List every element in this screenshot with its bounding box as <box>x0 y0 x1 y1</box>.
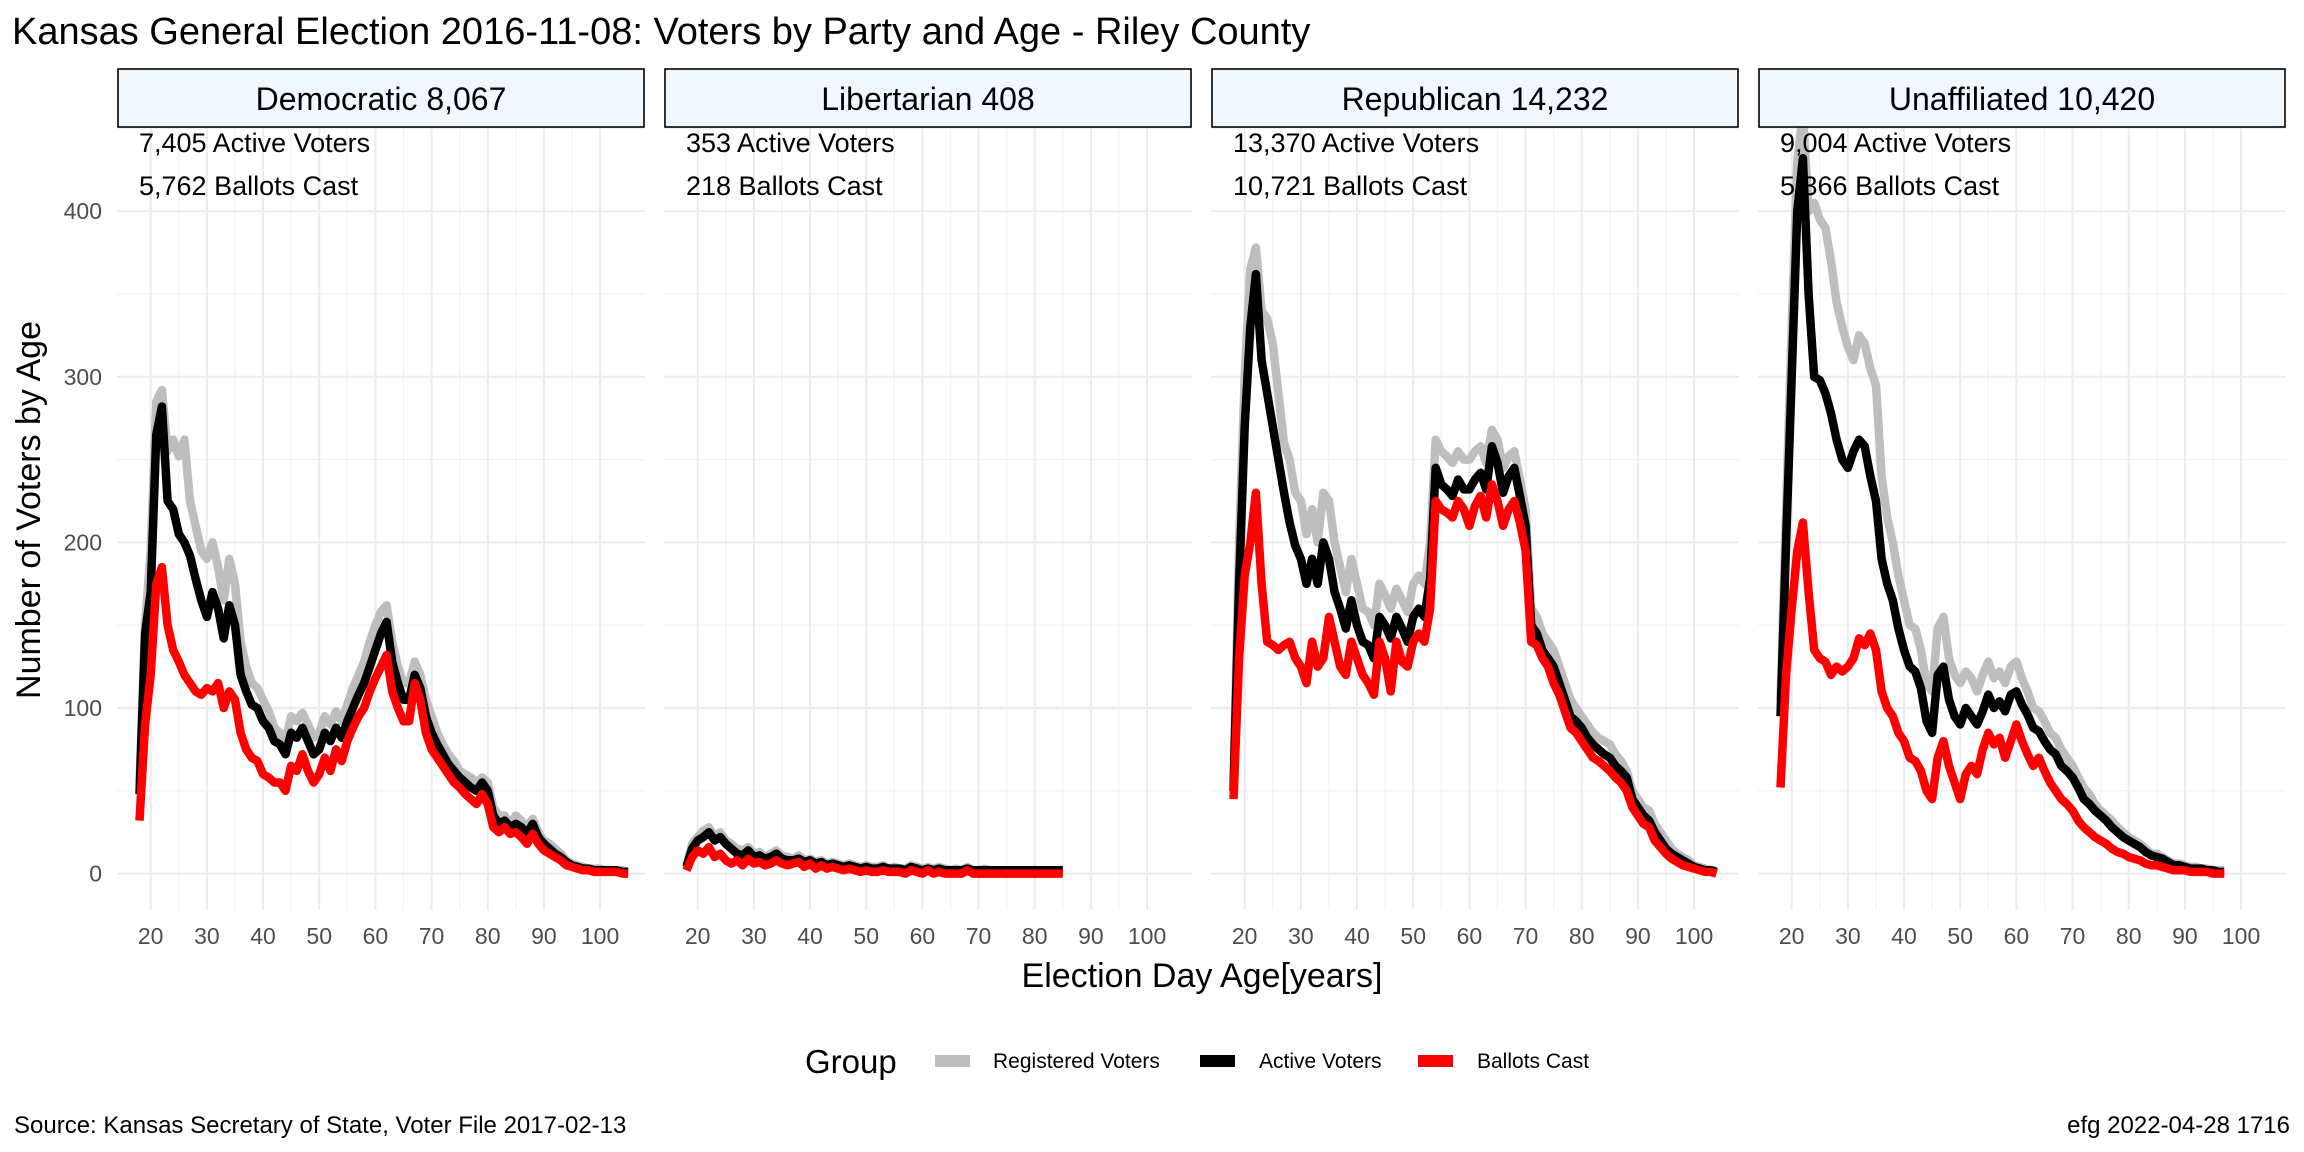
x-tick-label: 80 <box>2116 923 2142 949</box>
x-tick-label: 20 <box>1779 923 1805 949</box>
panel-annotation: 13,370 Active Voters <box>1233 128 1479 158</box>
x-tick-label: 30 <box>1835 923 1861 949</box>
facet-panel: 20 30 40 50 60 70 80 90 100 Libertarian 408 353 Ac… <box>664 68 1192 949</box>
x-tick-label: 90 <box>2172 923 2198 949</box>
facet-panels: 20 30 40 50 60 70 80 90 100 Democratic 8,067 7,405… <box>117 68 2286 949</box>
x-tick-label: 50 <box>306 923 332 949</box>
panel-annotation: 353 Active Voters <box>686 128 895 158</box>
x-tick-label: 80 <box>1569 923 1595 949</box>
series-line-registered <box>1229 243 1717 875</box>
facet-strip <box>1211 68 1739 128</box>
legend-label-active: Active Voters <box>1259 1050 1382 1073</box>
y-tick-label: 300 <box>64 364 102 390</box>
series-line-active <box>1776 153 2225 877</box>
x-tick-label: 70 <box>419 923 445 949</box>
chart-title: Kansas General Election 2016-11-08: Vote… <box>12 11 1310 53</box>
x-tick-label: 70 <box>966 923 992 949</box>
x-tick-label: 40 <box>1344 923 1370 949</box>
facet-strip-label: Libertarian 408 <box>821 81 1034 117</box>
x-tick-label: 50 <box>1947 923 1973 949</box>
facet-strip <box>1758 68 2286 128</box>
series-line-ballots <box>135 562 629 878</box>
x-tick-label: 60 <box>2004 923 2030 949</box>
x-tick-label: 90 <box>1078 923 1104 949</box>
x-tick-label: 70 <box>1513 923 1539 949</box>
x-tick-label: 20 <box>685 923 711 949</box>
y-tick-label: 400 <box>64 198 102 224</box>
x-tick-label: 60 <box>1457 923 1483 949</box>
x-tick-label: 80 <box>475 923 501 949</box>
x-tick-label: 100 <box>581 923 619 949</box>
series-line-ballots <box>1229 480 1718 878</box>
y-tick-label: 200 <box>64 529 102 555</box>
x-tick-label: 90 <box>1625 923 1651 949</box>
x-tick-label: 70 <box>2060 923 2086 949</box>
x-tick-label: 100 <box>1675 923 1713 949</box>
facet-panel: 20 30 40 50 60 70 80 90 100 Democratic 8,067 7,405… <box>117 68 645 949</box>
y-axis-label: Number of Voters by Age <box>10 321 48 699</box>
facet-strip-label: Unaffiliated 10,420 <box>1889 81 2155 117</box>
panel-annotation: 5,762 Ballots Cast <box>139 171 359 201</box>
series-line-active <box>135 402 629 877</box>
x-tick-label: 40 <box>797 923 823 949</box>
source-note: Source: Kansas Secretary of State, Voter… <box>14 1112 626 1139</box>
legend-label-registered: Registered Voters <box>993 1050 1160 1073</box>
panel-annotation: 10,721 Ballots Cast <box>1233 171 1468 201</box>
facet-strip <box>664 68 1192 128</box>
x-tick-label: 20 <box>1232 923 1258 949</box>
x-tick-label: 100 <box>2222 923 2260 949</box>
x-tick-label: 30 <box>741 923 767 949</box>
x-tick-label: 40 <box>250 923 276 949</box>
facet-strip <box>117 68 645 128</box>
facet-panel: 20 30 40 50 60 70 80 90 100 Republican 14,232 13,3… <box>1211 68 1739 949</box>
x-tick-label: 50 <box>1400 923 1426 949</box>
x-tick-label: 20 <box>138 923 164 949</box>
series-line-ballots <box>682 842 1063 878</box>
x-tick-label: 80 <box>1022 923 1048 949</box>
x-tick-label: 30 <box>1288 923 1314 949</box>
panel-annotation: 5,366 Ballots Cast <box>1780 171 2000 201</box>
y-tick-label: 0 <box>89 861 102 887</box>
panel-annotation: 9,004 Active Voters <box>1780 128 2011 158</box>
facet-panel: 20 30 40 50 60 70 80 90 100 Unaffiliated 10,420 9,… <box>1758 68 2286 949</box>
x-axis-label: Election Day Age[years] <box>1022 957 1383 995</box>
x-tick-label: 40 <box>1891 923 1917 949</box>
y-axis: 0 100 200 300 400 <box>64 198 102 886</box>
x-tick-label: 60 <box>363 923 389 949</box>
panel-annotation: 7,405 Active Voters <box>139 128 370 158</box>
legend: Group Registered Voters Active Voters Ba… <box>805 1043 1589 1080</box>
x-tick-label: 100 <box>1128 923 1166 949</box>
legend-title: Group <box>805 1043 897 1080</box>
facet-strip-label: Democratic 8,067 <box>256 81 507 117</box>
panel-annotation: 218 Ballots Cast <box>686 171 883 201</box>
series-line-ballots <box>1776 518 2225 878</box>
series-line-active <box>1229 269 1718 876</box>
credit-note: efg 2022-04-28 1716 <box>2067 1112 2290 1139</box>
x-tick-label: 90 <box>531 923 557 949</box>
legend-label-ballots: Ballots Cast <box>1477 1050 1589 1073</box>
x-tick-label: 50 <box>853 923 879 949</box>
y-tick-label: 100 <box>64 695 102 721</box>
facet-strip-label: Republican 14,232 <box>1342 81 1609 117</box>
x-tick-label: 30 <box>194 923 220 949</box>
x-tick-label: 60 <box>910 923 936 949</box>
